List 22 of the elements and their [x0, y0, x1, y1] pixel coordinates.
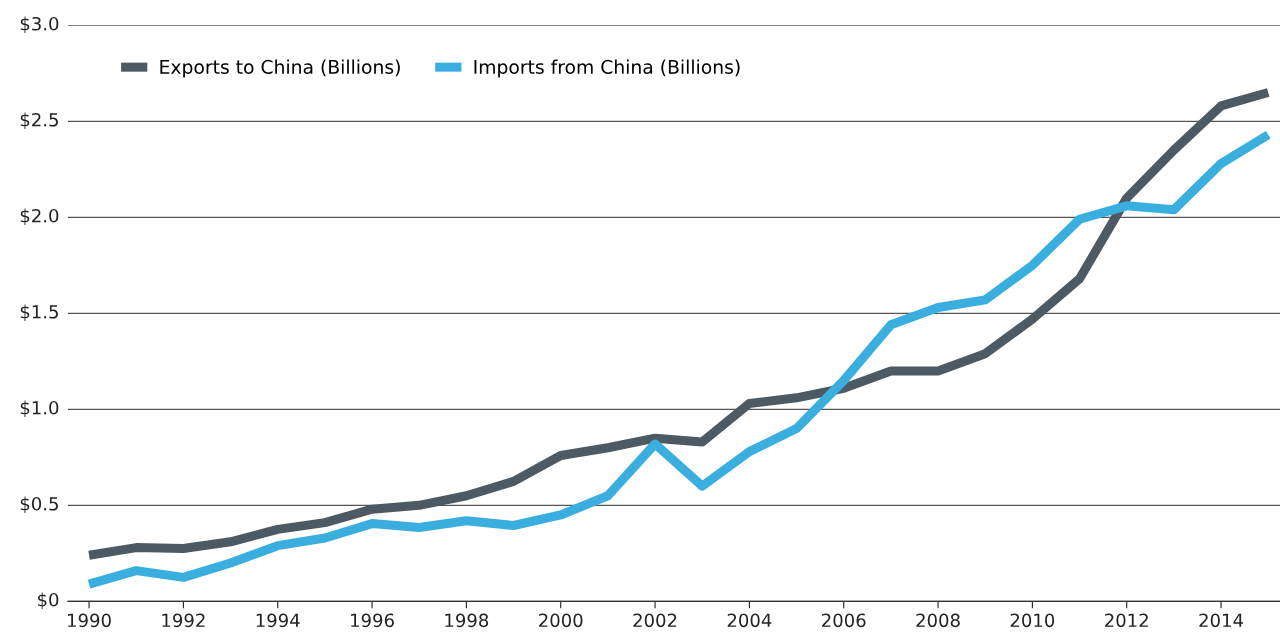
x-tick-label: 2012 [1105, 613, 1148, 628]
legend-label: Exports to China (Billions) [160, 59, 400, 78]
y-tick-label: $1.0 [20, 400, 59, 417]
x-tick-label: 1996 [351, 613, 394, 628]
x-tick-label: 1990 [68, 613, 111, 628]
x-tick-label: 1992 [162, 613, 205, 628]
x-tick-label: 1994 [256, 613, 300, 628]
x-tick-label: 1998 [445, 613, 489, 628]
y-tick-label: $0 [38, 592, 59, 609]
x-tick-label: 2014 [1199, 613, 1243, 628]
legend-label: Imports from China (Billions) [474, 59, 740, 78]
x-tick-label: 2010 [1010, 613, 1055, 628]
x-tick-label: 2008 [916, 613, 960, 628]
x-tick-label: 2006 [822, 613, 866, 628]
x-tick-label: 2002 [633, 613, 677, 628]
y-tick-label: $2.0 [20, 208, 59, 225]
x-tick-label: 2004 [727, 613, 772, 628]
y-tick-label: $0.5 [20, 496, 58, 513]
y-tick-label: $3.0 [20, 16, 59, 33]
y-tick-label: $2.5 [20, 112, 58, 129]
y-tick-label: $1.5 [20, 304, 58, 321]
x-tick-label: 2000 [539, 613, 583, 628]
